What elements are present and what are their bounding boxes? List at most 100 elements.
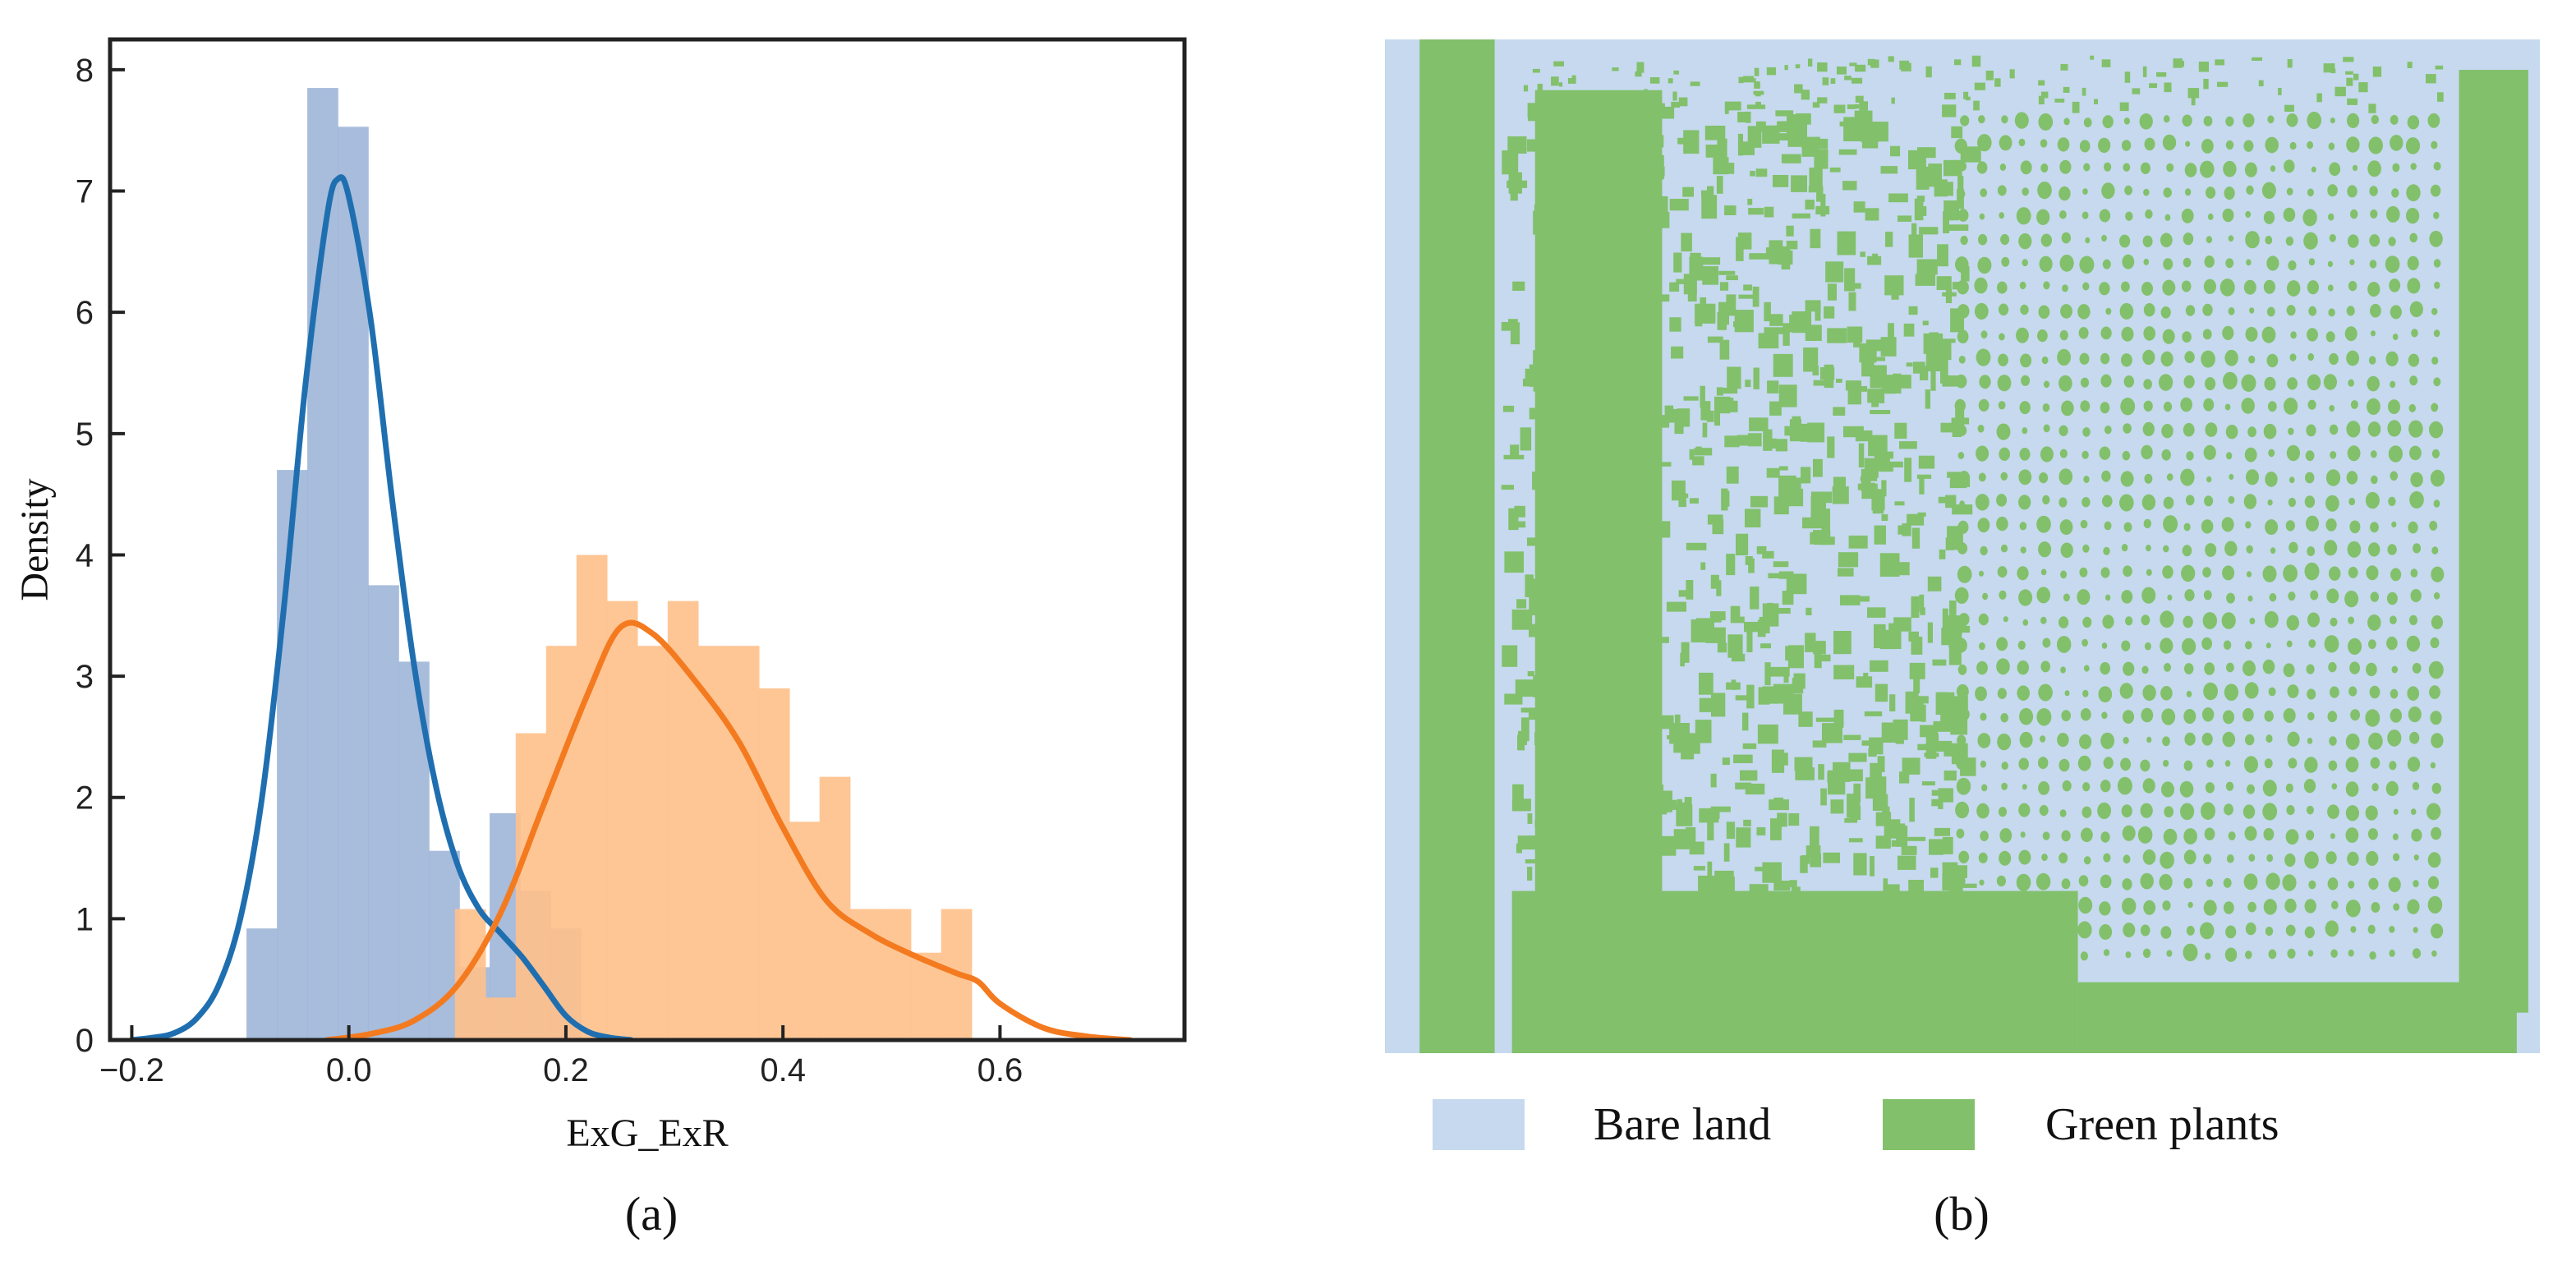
green-speckle <box>1517 835 1536 850</box>
green-speckle <box>1709 611 1726 621</box>
green-speckle <box>1903 323 1915 337</box>
plant-dot <box>2144 137 2155 151</box>
plant-dot <box>2220 278 2235 297</box>
green-speckle <box>1562 172 1577 182</box>
green-speckle <box>1898 215 1912 222</box>
plant-dot <box>2077 589 2091 605</box>
green-speckle <box>1826 365 1833 372</box>
green-speckle <box>1817 97 1828 104</box>
plant-dot <box>2078 896 2093 914</box>
plant-dot <box>2102 115 2114 129</box>
classification-map-panel: Bare land Green plants (b) <box>1385 39 2540 1240</box>
green-speckle <box>1717 138 1727 159</box>
green-speckle <box>1735 782 1752 789</box>
green-speckle <box>1942 862 1958 874</box>
plant-dot <box>2186 690 2192 697</box>
green-speckle <box>1600 820 1607 842</box>
plant-dot <box>2406 635 2421 652</box>
green-speckle <box>1626 480 1640 496</box>
plant-dot <box>2308 880 2316 890</box>
green-speckle <box>1590 104 1598 110</box>
plant-dot <box>2121 353 2132 367</box>
x-tick-label: 0.2 <box>543 1052 589 1088</box>
green-speckle <box>1561 582 1568 605</box>
plant-dot <box>2325 920 2339 937</box>
plant-dot <box>2329 162 2341 177</box>
plant-dot <box>2261 182 2276 199</box>
green-speckle <box>1580 828 1589 853</box>
green-speckle <box>1662 790 1672 812</box>
green-speckle <box>1822 77 1829 85</box>
plant-dot <box>2413 543 2422 554</box>
green-speckle <box>1507 136 1527 154</box>
green-speckle <box>1829 375 1834 380</box>
plant-dot <box>2017 566 2029 581</box>
green-speckle <box>2173 58 2183 68</box>
plant-dot <box>2099 209 2111 223</box>
legend-swatch-green-plants <box>1883 1099 1975 1150</box>
plant-dot <box>2040 945 2054 963</box>
plant-dot <box>2080 519 2088 529</box>
histogram-bar-series2-8 <box>667 601 699 1040</box>
plant-dot <box>2104 521 2112 531</box>
plant-dot <box>1981 784 1988 792</box>
green-speckle <box>1548 601 1559 608</box>
green-speckle <box>1812 102 1820 108</box>
plant-dot <box>2184 663 2194 674</box>
plant-dot <box>2160 306 2171 319</box>
plant-dot <box>1978 398 1990 412</box>
green-speckle <box>1683 274 1697 295</box>
plant-dot <box>1959 707 1970 721</box>
plant-dot <box>2020 546 2026 554</box>
plant-dot <box>1956 875 1966 887</box>
green-speckle <box>1580 662 1596 685</box>
green-speckle <box>1527 671 1534 677</box>
plant-dot <box>2142 235 2153 247</box>
green-speckle <box>1914 198 1924 221</box>
green-speckle <box>2358 82 2368 93</box>
green-speckle <box>1594 380 1611 404</box>
green-speckle <box>2119 102 2129 112</box>
plant-dot <box>2392 163 2400 173</box>
plant-dot <box>2202 612 2217 629</box>
plant-dot <box>2203 854 2212 864</box>
plant-dot <box>2205 422 2218 437</box>
green-speckle <box>1773 561 1789 568</box>
green-speckle <box>1569 309 1578 326</box>
green-speckle <box>1931 798 1941 807</box>
green-speckle <box>1638 730 1645 736</box>
plant-dot <box>2018 138 2026 147</box>
green-speckle <box>1529 407 1539 420</box>
plant-dot <box>2166 950 2173 957</box>
green-speckle <box>1714 617 1722 623</box>
plant-dot <box>2409 232 2417 243</box>
green-speckle <box>1613 303 1632 310</box>
plant-dot <box>1960 235 1968 246</box>
green-plant-regions <box>1419 39 2528 1053</box>
green-speckle <box>1556 865 1570 877</box>
plant-dot <box>2226 662 2234 673</box>
green-speckle <box>1782 323 1790 346</box>
plant-dot <box>1976 348 1991 366</box>
plant-dot <box>1955 374 1967 389</box>
green-speckle <box>1651 294 1670 302</box>
green-speckle <box>1935 338 1956 343</box>
green-speckle <box>1890 145 1901 157</box>
green-speckle <box>1853 853 1867 876</box>
plant-dot <box>2182 545 2192 557</box>
green-speckle <box>2258 80 2264 87</box>
plant-dot <box>2433 211 2440 219</box>
plant-dot <box>2043 380 2050 389</box>
plant-dot <box>2183 709 2196 724</box>
green-speckle <box>1727 634 1743 658</box>
plant-dot <box>2385 351 2399 366</box>
plant-dot <box>2408 521 2418 534</box>
plant-dot <box>2042 637 2051 648</box>
green-speckle <box>1888 323 1894 347</box>
green-speckle <box>1726 821 1736 840</box>
green-speckle <box>1837 67 1847 75</box>
plant-dot <box>2307 140 2314 150</box>
plant-dot <box>2371 902 2380 913</box>
green-speckle <box>1748 558 1755 573</box>
green-speckle <box>1870 59 1879 68</box>
